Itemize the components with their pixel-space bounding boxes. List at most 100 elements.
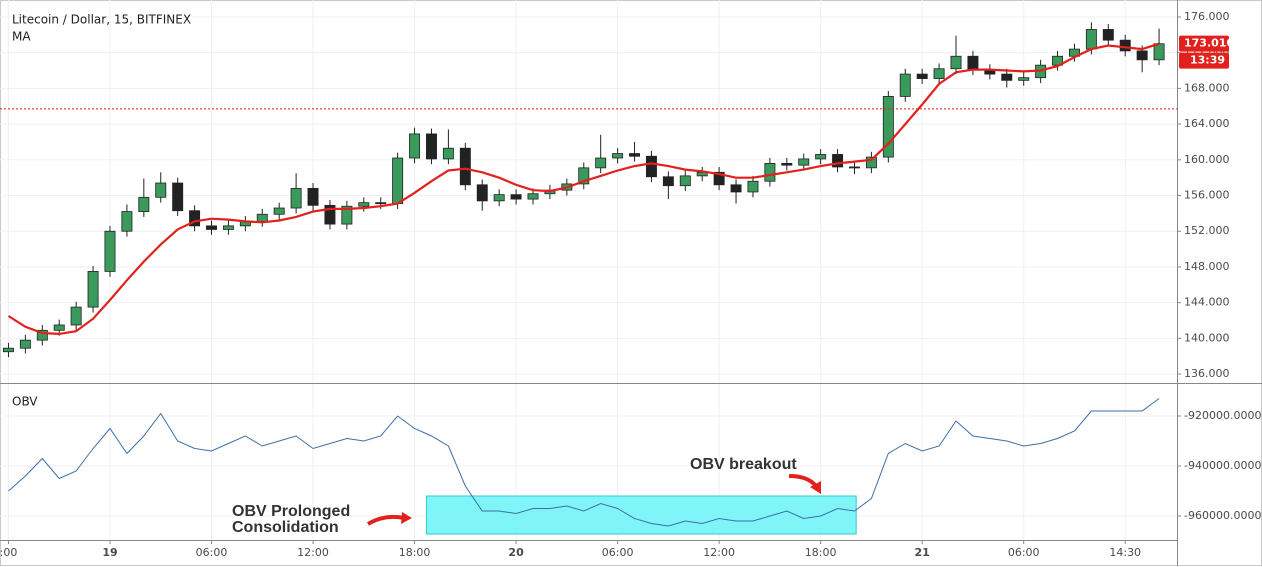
- candle-body: [815, 154, 827, 160]
- countdown-box: [1179, 52, 1229, 69]
- candle-body: [1085, 29, 1097, 50]
- candle-body: [832, 154, 844, 168]
- candle-body: [1119, 39, 1131, 52]
- candle-body: [53, 324, 65, 331]
- highlight-region: [425, 495, 857, 535]
- candle-body: [36, 329, 48, 341]
- candle-body: [375, 202, 387, 205]
- candle-body: [1018, 77, 1030, 81]
- candle-body: [256, 213, 268, 222]
- x-tick-label: 12:00: [703, 546, 735, 559]
- arrow-head: [401, 512, 412, 524]
- marks: [0, 22, 1177, 527]
- countdown-label: 13:39: [1190, 54, 1225, 67]
- candle-body: [104, 230, 116, 272]
- candle-body: [206, 225, 217, 230]
- y-tick-label: 140.000: [1184, 331, 1230, 344]
- candle-body: [273, 207, 285, 215]
- candle-body: [1102, 29, 1114, 41]
- candle-body: [138, 196, 150, 212]
- candle-body: [189, 210, 201, 227]
- candle-body: [578, 167, 590, 185]
- candle-body: [476, 184, 488, 202]
- x-tick-label: 21: [915, 546, 930, 559]
- y-tick-label: 152.000: [1184, 224, 1230, 237]
- x-tick-label: 19: [102, 546, 117, 559]
- candle-body: [730, 184, 742, 193]
- candle-body: [662, 176, 674, 187]
- y-tick-label: 168.000: [1184, 81, 1230, 94]
- annotation: Consolidation: [232, 519, 339, 536]
- candle-body: [679, 175, 691, 187]
- candle-body: [341, 205, 353, 225]
- candle-body: [87, 271, 99, 308]
- y-tick-label: 176.000: [1184, 10, 1230, 23]
- candle-body: [493, 194, 505, 202]
- x-tick-label: 14:30: [1109, 546, 1141, 559]
- arrow-head: [810, 481, 821, 494]
- x-tick-label: 20: [508, 546, 524, 559]
- candle-body: [409, 133, 421, 159]
- candle-body: [882, 96, 894, 158]
- y-tick-label: 136.000: [1184, 367, 1230, 380]
- y-tick-label: -940000.0000: [1184, 459, 1261, 472]
- y-tick-label: 164.000: [1184, 117, 1230, 130]
- candle-body: [865, 156, 877, 169]
- candle-body: [645, 155, 657, 178]
- indicator-label: MA: [12, 30, 31, 44]
- y-tick-label: -960000.0000: [1184, 509, 1261, 522]
- x-tick-label: :00: [0, 546, 17, 559]
- chart-title: Litecoin / Dollar, 15, BITFINEX: [12, 13, 191, 27]
- candle-body: [459, 147, 471, 186]
- candle-body: [510, 194, 522, 200]
- candle-body: [527, 193, 539, 200]
- candle-body: [899, 73, 911, 97]
- x-tick-label: 12:00: [297, 546, 329, 559]
- grid: [0, 0, 1177, 540]
- candle-body: [426, 133, 437, 160]
- y-tick-label: 156.000: [1184, 189, 1230, 202]
- candle-body: [358, 202, 370, 207]
- y-tick-label: -920000.0000: [1184, 409, 1261, 422]
- arrow: [366, 514, 405, 526]
- candle-body: [392, 157, 404, 204]
- candle-body: [629, 153, 641, 157]
- last-price-label: 173.010: [1184, 37, 1234, 50]
- candle-body: [1153, 43, 1165, 61]
- x-tick-label: 06:00: [1008, 546, 1040, 559]
- arrow: [788, 474, 818, 488]
- candle-body: [933, 68, 945, 79]
- candle-body: [222, 225, 234, 230]
- candle-body: [70, 306, 82, 326]
- y-tick-label: 148.000: [1184, 260, 1230, 273]
- x-tick-label: 06:00: [196, 546, 228, 559]
- candle-body: [849, 166, 860, 169]
- candle-body: [19, 339, 31, 349]
- x-tick-label: 18:00: [399, 546, 431, 559]
- candle-body: [1136, 50, 1148, 61]
- candle-body: [798, 158, 810, 166]
- candle-body: [916, 73, 928, 79]
- y-tick-label: 144.000: [1184, 296, 1230, 309]
- annotation: OBV Prolonged: [232, 503, 350, 520]
- x-tick-label: 06:00: [602, 546, 634, 559]
- candle-body: [172, 182, 184, 212]
- x-tick-label: 18:00: [805, 546, 837, 559]
- candle-body: [950, 55, 962, 70]
- obv-title: OBV: [12, 395, 38, 409]
- candle-body: [290, 187, 302, 209]
- candle-body: [781, 162, 793, 166]
- candle-body: [764, 162, 776, 182]
- annotation: OBV breakout: [690, 456, 797, 473]
- series-line: [8, 398, 1160, 527]
- candle-body: [121, 211, 133, 232]
- candle-body: [2, 347, 14, 353]
- y-tick-label: 160.000: [1184, 153, 1230, 166]
- last-price-box: [1179, 35, 1229, 52]
- candle-body: [1001, 73, 1013, 81]
- candle-body: [595, 157, 607, 169]
- candle-body: [307, 187, 319, 206]
